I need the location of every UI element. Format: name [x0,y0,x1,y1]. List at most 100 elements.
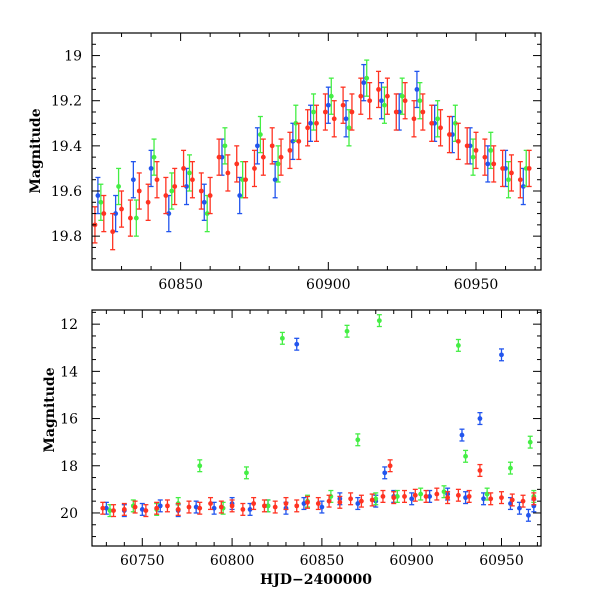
bottom-data-point [355,437,361,443]
bottom-data-point [132,504,138,510]
top-data-point [116,184,121,189]
top-data-point [163,193,169,198]
top-data-point [110,229,116,235]
bottom-data-point [337,499,343,505]
top-y-axis: 19 19.2 19.4 19.6 19.8 [51,32,541,271]
bottom-y-axis-label: Magnitude [42,367,58,452]
top-data-point [311,109,316,115]
bottom-series-1 [103,337,537,522]
top-data-point [414,87,420,92]
bottom-data-point [463,453,468,459]
bottom-data-point [229,503,235,509]
bottom-data-point [197,463,203,469]
bottom-data-point [418,491,424,497]
top-data-point [198,188,204,194]
bottom-x-axis: 60750 60800 60850 60900 60950 [105,310,538,569]
bottom-data-point [387,463,393,469]
bottom-data-point [305,499,310,505]
top-data-point [234,161,240,167]
bottom-panel: 60750 60800 60850 60900 60950 12 14 16 18 20 Mag… [42,309,542,588]
top-data-point [201,199,207,205]
top-data-point [517,177,523,183]
top-data-point [119,206,124,212]
top-data-point [113,211,119,216]
top-data-point [473,147,479,153]
top-data-point [464,143,470,149]
bottom-data-point [423,494,429,499]
bottom-data-point [240,507,246,512]
top-data-point [382,102,387,108]
top-data-point [361,80,367,86]
top-data-point [169,188,175,194]
bottom-data-point [380,494,386,499]
bottom-data-point [272,504,278,510]
bottom-x-tick-label: 60800 [210,553,255,569]
bottom-data-point [359,498,364,504]
bottom-data-point [477,416,483,421]
top-data-point [488,147,494,153]
bottom-data-point [376,318,382,324]
top-data-point [349,109,355,115]
top-data-point [293,120,299,126]
top-data-point [151,154,157,160]
top-data-point [305,125,311,131]
top-data-point [204,211,210,216]
top-data-point [328,93,334,99]
top-data-point [482,154,488,160]
top-plot-area [92,59,532,251]
bottom-data-point [208,501,213,506]
bottom-y-tick-label: 14 [60,364,78,380]
top-data-point [367,98,373,104]
bottom-data-point [526,512,531,518]
top-data-point [402,98,408,104]
top-data-point [322,109,328,115]
top-data-point [278,154,284,160]
top-data-point [225,170,231,176]
top-data-point [260,154,266,160]
bottom-data-point [520,498,526,504]
top-data-point [145,199,151,205]
bottom-data-point [499,495,504,501]
top-data-point [136,188,142,194]
bottom-series-2 [107,314,537,518]
bottom-plot-frame [91,309,542,547]
bottom-data-point [100,505,106,511]
top-data-point [376,87,381,92]
top-data-point [243,177,249,183]
bottom-data-point [409,496,415,502]
top-data-point [506,177,511,183]
top-y-tick-label: 19.2 [51,94,82,110]
top-data-point [98,199,104,205]
bottom-y-tick-label: 16 [60,412,78,428]
bottom-series-3 [100,459,537,518]
top-y-tick-label: 19 [64,49,82,65]
bottom-data-point [265,503,271,509]
bottom-data-point [459,432,465,438]
bottom-y-tick-label: 18 [60,459,78,475]
top-data-point [393,109,399,115]
bottom-data-point [326,498,332,504]
top-data-point [133,215,139,221]
top-data-point [358,93,364,99]
top-data-point [252,166,257,171]
bottom-data-point [527,439,533,445]
top-data-point [272,177,278,183]
top-series-1 [95,63,526,233]
top-data-point [237,193,243,198]
top-data-point [379,98,384,104]
bottom-data-point [355,501,361,506]
top-data-point [287,147,293,153]
bottom-data-point [427,494,433,499]
top-data-point [148,166,154,171]
bottom-data-point [499,352,504,358]
bottom-x-axis-label: HJD−2400000 [260,572,372,588]
top-x-axis: 60850 60900 60950 [91,33,536,293]
bottom-y-axis: 12 14 16 18 20 [60,311,541,538]
bottom-data-point [344,328,350,334]
top-data-point [364,75,370,81]
bottom-data-point [294,503,300,509]
top-data-point [384,93,390,99]
bottom-data-point [121,507,127,512]
bottom-data-point [441,489,447,495]
